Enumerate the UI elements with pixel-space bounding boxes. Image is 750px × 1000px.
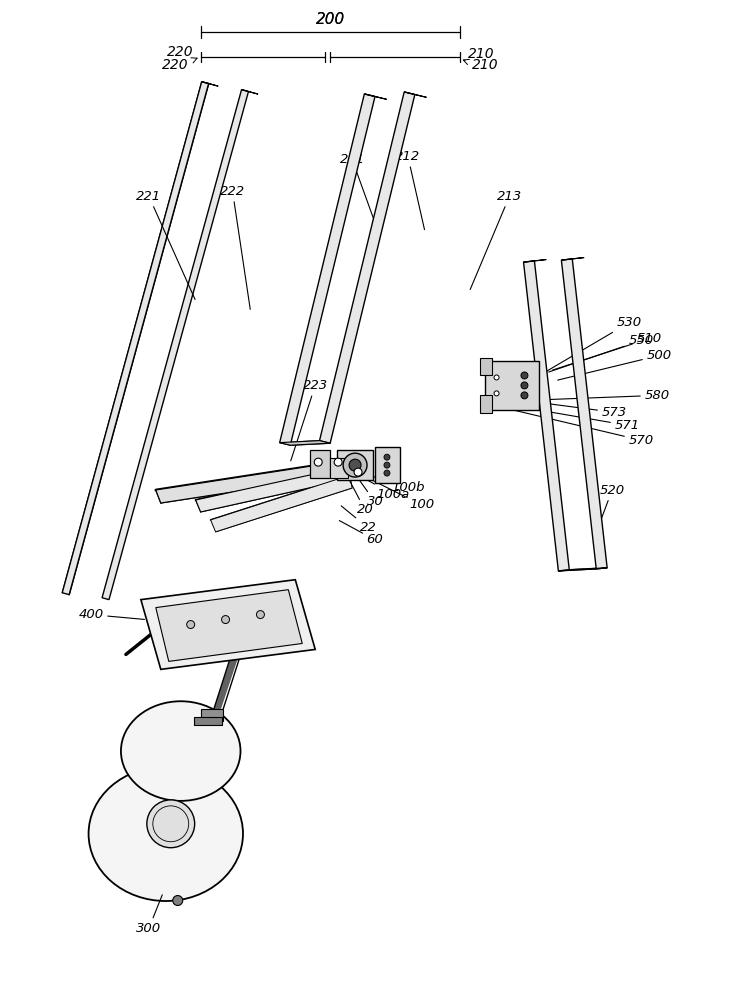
Circle shape — [521, 392, 528, 399]
Text: 550: 550 — [549, 334, 653, 372]
Text: 220: 220 — [162, 58, 189, 72]
Text: 500: 500 — [558, 349, 671, 380]
Text: 100: 100 — [369, 479, 434, 511]
Text: 213: 213 — [470, 190, 522, 289]
Circle shape — [349, 459, 361, 471]
Polygon shape — [559, 568, 608, 571]
Text: 211: 211 — [340, 153, 377, 230]
Circle shape — [334, 458, 342, 466]
Ellipse shape — [88, 767, 243, 901]
Text: 20: 20 — [346, 473, 374, 516]
Polygon shape — [196, 465, 358, 512]
FancyBboxPatch shape — [479, 358, 491, 375]
FancyBboxPatch shape — [375, 447, 400, 483]
Text: 580: 580 — [528, 389, 670, 402]
Polygon shape — [62, 82, 208, 595]
Text: 22: 22 — [341, 506, 376, 534]
Circle shape — [187, 621, 195, 629]
Polygon shape — [156, 590, 302, 661]
Polygon shape — [364, 94, 386, 99]
Polygon shape — [524, 260, 546, 262]
Text: 212: 212 — [395, 150, 424, 230]
Polygon shape — [320, 92, 415, 443]
Polygon shape — [280, 94, 375, 445]
Circle shape — [521, 382, 528, 389]
Circle shape — [221, 616, 230, 624]
Circle shape — [384, 454, 390, 460]
Polygon shape — [202, 82, 218, 86]
Text: 571: 571 — [513, 406, 640, 432]
Text: 222: 222 — [220, 185, 251, 309]
Polygon shape — [562, 258, 584, 260]
Polygon shape — [141, 580, 315, 669]
Text: 520: 520 — [598, 484, 625, 529]
FancyBboxPatch shape — [310, 450, 330, 478]
Text: 200: 200 — [316, 12, 345, 27]
Text: 220: 220 — [167, 45, 194, 59]
Circle shape — [354, 468, 362, 476]
Text: 223: 223 — [291, 379, 328, 461]
FancyBboxPatch shape — [338, 450, 373, 480]
Text: 210: 210 — [472, 58, 498, 72]
Circle shape — [172, 896, 183, 905]
Text: 530: 530 — [541, 316, 641, 375]
Circle shape — [314, 458, 322, 466]
FancyBboxPatch shape — [201, 709, 223, 721]
Polygon shape — [102, 90, 248, 600]
Ellipse shape — [121, 701, 241, 801]
Text: 300: 300 — [136, 895, 162, 935]
Circle shape — [343, 453, 367, 477]
Polygon shape — [562, 259, 608, 569]
Text: 221: 221 — [136, 190, 195, 299]
Circle shape — [384, 462, 390, 468]
FancyBboxPatch shape — [330, 458, 348, 478]
Polygon shape — [280, 441, 330, 445]
FancyBboxPatch shape — [484, 361, 539, 410]
Circle shape — [384, 470, 390, 476]
FancyBboxPatch shape — [479, 395, 491, 413]
Circle shape — [256, 611, 265, 619]
Text: 200: 200 — [316, 12, 345, 27]
Circle shape — [147, 800, 195, 848]
Circle shape — [494, 375, 499, 380]
Text: 510: 510 — [553, 332, 662, 370]
Text: 100b: 100b — [366, 474, 424, 494]
Text: 573: 573 — [509, 399, 627, 419]
Circle shape — [494, 391, 499, 396]
Text: 570: 570 — [516, 411, 653, 447]
Text: 30: 30 — [351, 468, 383, 508]
Text: 210: 210 — [468, 47, 494, 61]
Polygon shape — [404, 92, 427, 97]
Polygon shape — [524, 261, 569, 571]
Text: 400: 400 — [79, 608, 145, 621]
Polygon shape — [156, 460, 355, 503]
Text: 60: 60 — [339, 521, 383, 546]
Circle shape — [521, 372, 528, 379]
FancyBboxPatch shape — [194, 717, 221, 725]
Polygon shape — [242, 90, 258, 94]
Text: 100a: 100a — [359, 476, 410, 501]
Polygon shape — [211, 475, 352, 532]
